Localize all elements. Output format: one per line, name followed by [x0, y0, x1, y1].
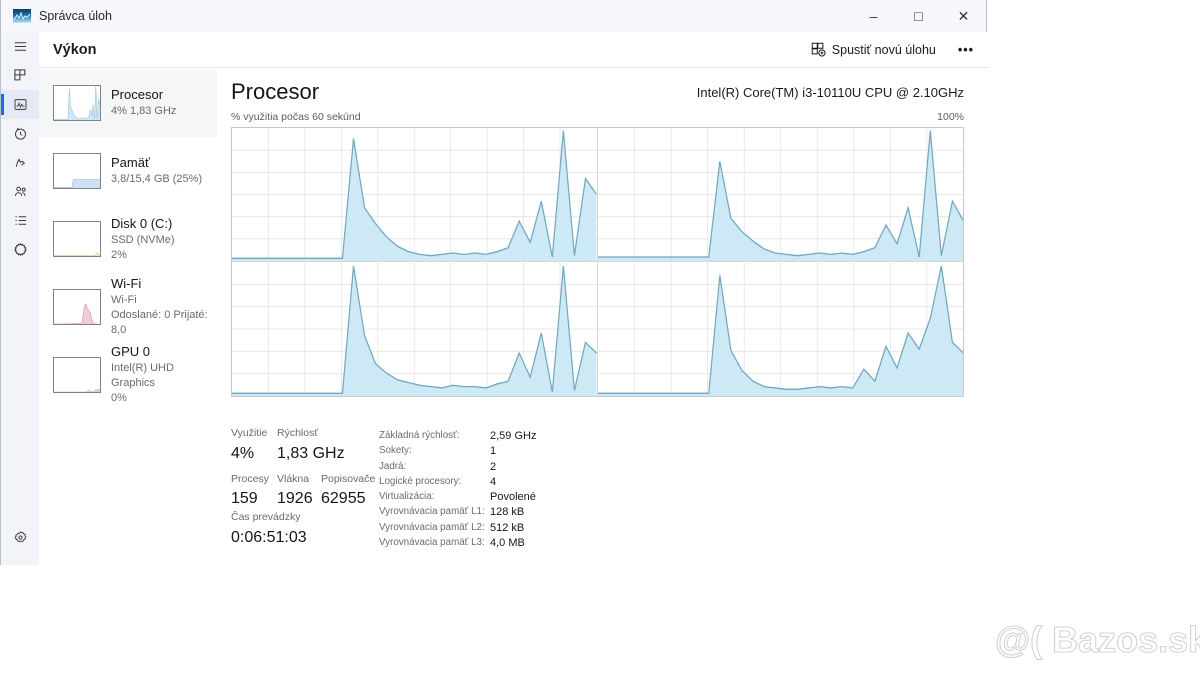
- svg-text:@( Bazos.sk: @( Bazos.sk: [995, 619, 1200, 660]
